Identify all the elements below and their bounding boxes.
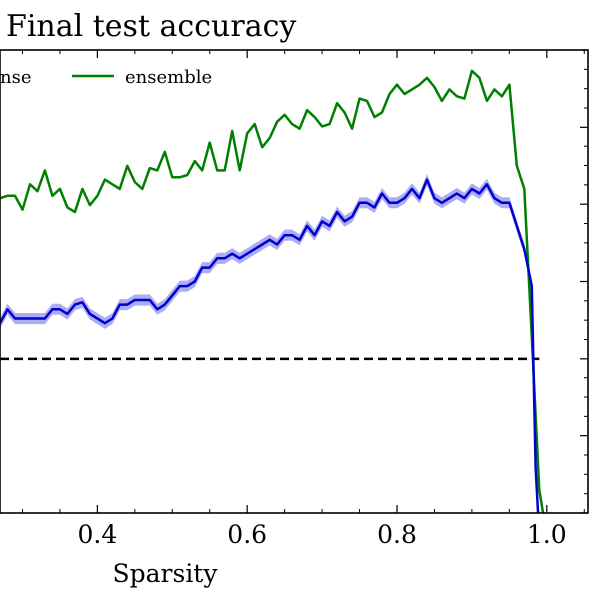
- chart-title: Final test accuracy: [6, 9, 296, 44]
- legend: nse ensemble: [0, 67, 212, 88]
- x-tick-label: 0.6: [227, 520, 267, 549]
- x-tick-label: 0.8: [377, 520, 417, 549]
- x-tick-label: 1.0: [527, 520, 567, 549]
- axis-ticks: 0.4 0.6 0.8 1.0: [21, 49, 588, 549]
- x-axis-label: Sparsity: [113, 559, 219, 588]
- sparse-confidence-band: [0, 174, 539, 513]
- legend-label-dense: nse: [0, 67, 31, 88]
- x-tick-label: 0.4: [77, 520, 117, 549]
- plot-area: [0, 69, 545, 513]
- series-group: [0, 69, 545, 513]
- legend-label-ensemble: ensemble: [125, 67, 212, 88]
- series-line-sparse: [0, 178, 540, 513]
- series-line-ensemble: [0, 69, 545, 513]
- plot-frame: [0, 49, 589, 514]
